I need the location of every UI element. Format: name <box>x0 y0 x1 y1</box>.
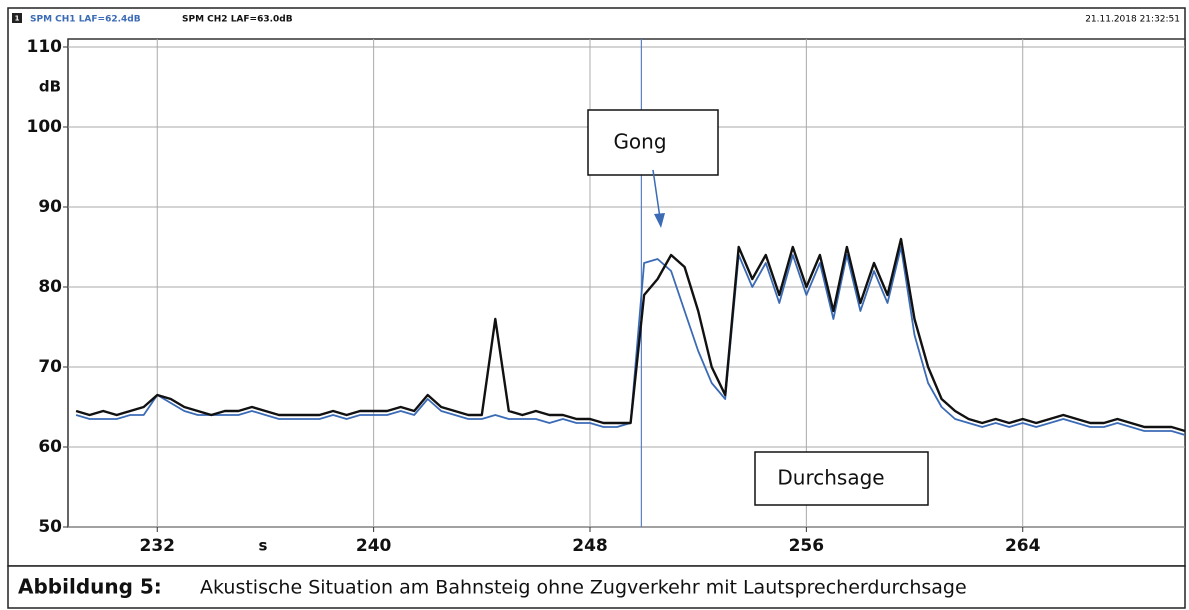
caption: Akustische Situation am Bahnsteig ohne Z… <box>200 577 967 599</box>
annotation-box <box>754 451 929 506</box>
legend-entry: SPM CH2 LAF=63.0dB <box>182 15 293 25</box>
window-badge <box>12 13 22 23</box>
x-axis-label: s <box>259 537 268 555</box>
annotation-arrowhead <box>654 213 665 228</box>
x-tick-label: 248 <box>572 536 608 556</box>
y-tick-label: 100 <box>27 117 63 137</box>
y-tick-label: 110 <box>27 37 63 57</box>
caption-label: Abbildung 5: <box>18 575 162 599</box>
x-tick-label: 240 <box>356 536 392 556</box>
legend-entry: SPM CH1 LAF=62.4dB <box>30 15 141 25</box>
x-tick-label: 256 <box>789 536 825 556</box>
y-tick-label: 60 <box>38 437 62 457</box>
caption-box <box>7 565 1186 609</box>
annotation: Durchsage <box>777 466 884 490</box>
x-tick-label: 264 <box>1005 536 1041 556</box>
y-tick-label: 50 <box>38 517 62 537</box>
window-number: 1 <box>15 15 20 23</box>
annotation-box <box>587 109 719 176</box>
timestamp: 21.11.2018 21:32:51 <box>1085 15 1180 25</box>
annotation: Gong <box>613 130 666 154</box>
series-line <box>75 237 1186 433</box>
x-tick-label: 232 <box>140 536 176 556</box>
y-tick-label: 90 <box>38 197 62 217</box>
y-axis-label: dB <box>39 78 61 96</box>
y-tick-label: 80 <box>38 277 62 297</box>
y-tick-label: 70 <box>38 357 62 377</box>
annotation-arrow <box>652 169 661 219</box>
